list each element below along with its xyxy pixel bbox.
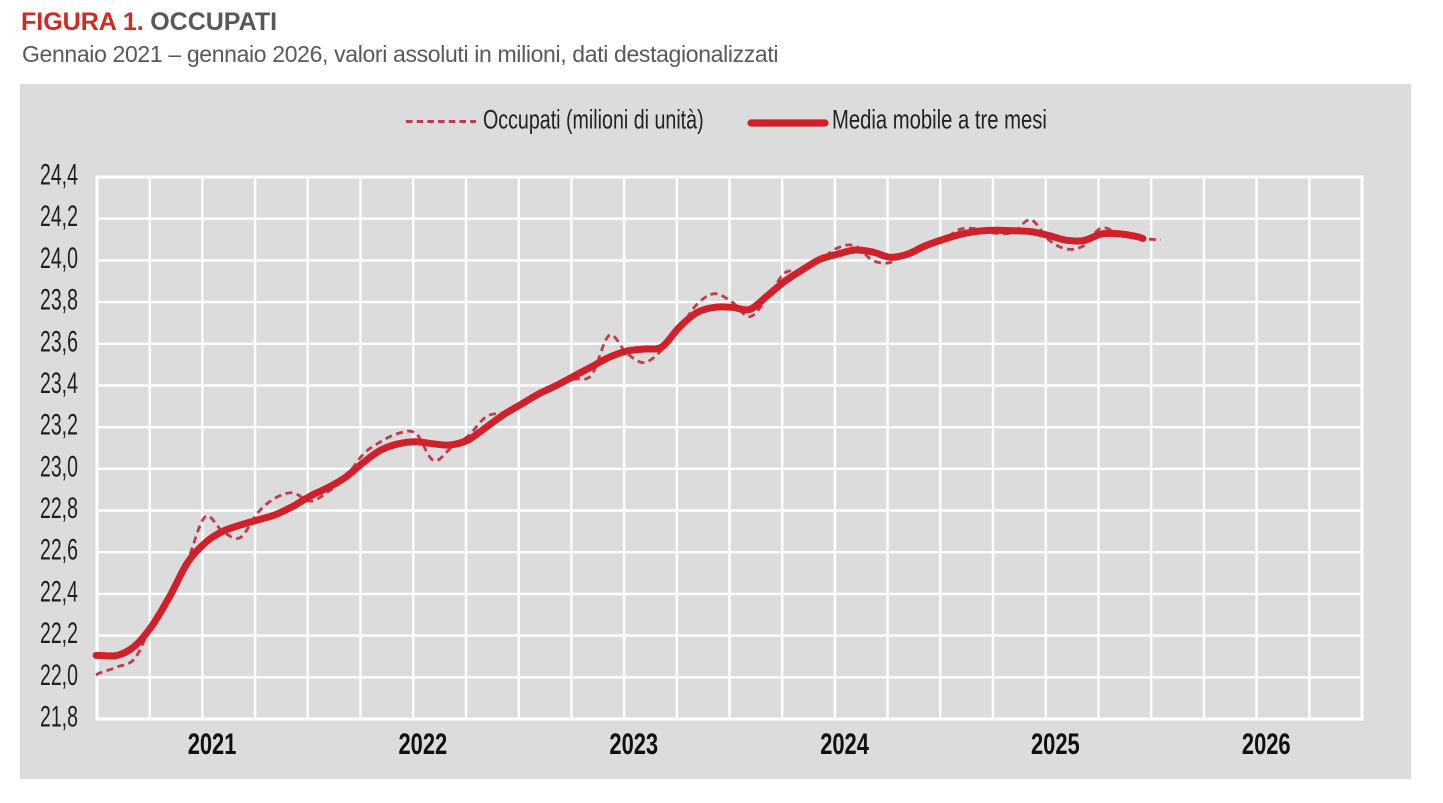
svg-text:Media mobile a tre mesi: Media mobile a tre mesi [832, 105, 1047, 136]
svg-text:22,6: 22,6 [40, 534, 78, 567]
svg-text:23,8: 23,8 [40, 284, 78, 317]
svg-text:23,6: 23,6 [40, 325, 78, 358]
svg-text:24,4: 24,4 [40, 158, 78, 191]
svg-text:23,4: 23,4 [40, 367, 78, 400]
svg-text:22,0: 22,0 [40, 659, 78, 692]
svg-text:22,8: 22,8 [40, 492, 78, 525]
svg-text:2022: 2022 [399, 727, 448, 761]
svg-text:23,0: 23,0 [40, 450, 78, 483]
svg-text:2025: 2025 [1031, 727, 1080, 761]
svg-text:22,4: 22,4 [40, 575, 78, 608]
svg-text:22,2: 22,2 [40, 617, 78, 650]
svg-text:2021: 2021 [188, 727, 237, 761]
svg-text:23,2: 23,2 [40, 409, 78, 442]
svg-text:24,2: 24,2 [40, 200, 78, 233]
svg-text:Occupati (milioni di unità): Occupati (milioni di unità) [483, 106, 704, 136]
svg-text:2023: 2023 [609, 727, 658, 761]
svg-text:2026: 2026 [1242, 727, 1291, 761]
svg-text:21,8: 21,8 [40, 700, 78, 733]
svg-text:24,0: 24,0 [40, 242, 78, 275]
svg-text:2024: 2024 [820, 727, 869, 761]
